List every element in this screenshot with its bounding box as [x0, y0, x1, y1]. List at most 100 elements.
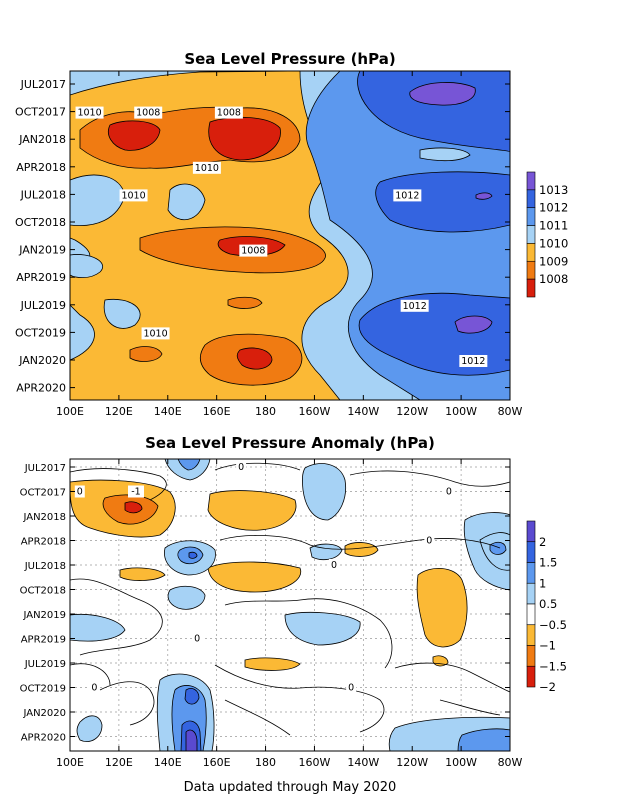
panel1-field — [70, 71, 510, 400]
y-tick-label: JUL2019 — [20, 299, 66, 312]
x-tick-label: 140W — [347, 756, 379, 769]
contour-label: 0 — [348, 683, 354, 694]
colorbar-swatch — [526, 603, 536, 626]
colorbar-swatch — [526, 171, 536, 191]
contour-label: 1010 — [143, 328, 167, 339]
y-tick-label: APR2020 — [16, 382, 66, 395]
x-tick-label: 140E — [154, 756, 182, 769]
contour-label: 1010 — [195, 163, 219, 174]
y-tick-label: JAN2018 — [22, 512, 66, 523]
panel2-field — [70, 459, 510, 751]
y-tick-label: OCT2018 — [20, 586, 66, 597]
colorbar-label: 1 — [539, 576, 546, 590]
panel1-contour-labels: 1010 1008 1008 1010 1010 1012 1008 1012 1010 1012 — [75, 106, 488, 367]
colorbar-label: 1008 — [539, 272, 568, 286]
colorbar-swatch — [526, 582, 536, 605]
colorbar-swatch — [526, 260, 536, 280]
x-tick-label: 160E — [203, 756, 231, 769]
y-tick-label: APR2020 — [21, 733, 66, 744]
contour-label: 1012 — [403, 301, 427, 312]
y-tick-label: JAN2018 — [18, 133, 66, 146]
y-tick-label: APR2018 — [16, 161, 66, 174]
x-tick-label: 80W — [498, 756, 523, 769]
colorbar-swatch — [526, 541, 536, 563]
contour-label-bg — [134, 106, 163, 119]
contour-label: 0 — [426, 536, 432, 547]
x-tick-label: 180 — [255, 405, 276, 418]
contour-label: 1010 — [77, 108, 101, 119]
contour-label-bg — [89, 681, 100, 694]
colorbar-swatch — [526, 225, 536, 244]
contour-label-bg — [346, 681, 357, 694]
panel2-y-ticks: JUL2017 OCT2017 JAN2018 APR2018 JUL2018 OCT20… — [20, 463, 510, 744]
contour-label: 1012 — [461, 356, 485, 367]
contour-label-bg — [119, 189, 148, 202]
contour-label-bg — [74, 485, 85, 498]
panel1-frame — [69, 70, 511, 401]
x-tick-label: 120W — [396, 756, 428, 769]
contour-label-bg — [459, 355, 488, 367]
contour-label: 0 — [194, 634, 200, 645]
colorbar-label: −1.5 — [539, 659, 567, 673]
contour-label: 1008 — [241, 246, 265, 257]
colorbar-label: 1.5 — [539, 556, 557, 570]
colorbar-swatch — [526, 189, 536, 209]
contour-label-bg — [214, 106, 243, 119]
contour-label-bg — [236, 461, 247, 473]
y-tick-label: JAN2019 — [22, 610, 66, 621]
contour-label: 1008 — [217, 108, 241, 119]
y-tick-label: OCT2017 — [20, 488, 66, 499]
x-tick-label: 100W — [445, 756, 477, 769]
panel1-colorbar: 1013 1012 1011 1010 1009 1008 — [526, 171, 568, 298]
x-tick-label: 100E — [56, 405, 84, 418]
x-tick-label: 160E — [203, 405, 231, 418]
colorbar-label: 1013 — [539, 183, 568, 197]
colorbar-label: 1009 — [539, 254, 568, 268]
colorbar-label: 2 — [539, 535, 546, 549]
panel2-colorbar: 2 1.5 1 0.5 −0.5 −1 −1.5 −2 — [526, 520, 567, 694]
colorbar-swatch — [526, 278, 536, 298]
y-tick-label: JUL2017 — [24, 463, 66, 474]
contour-label-bg — [329, 559, 339, 571]
x-tick-label: 180 — [255, 756, 276, 769]
y-tick-label: APR2019 — [21, 635, 66, 646]
x-tick-label: 160W — [299, 405, 331, 418]
colorbar-swatch — [526, 665, 536, 688]
x-tick-label: 120W — [396, 405, 428, 418]
colorbar-label: 0.5 — [539, 597, 557, 611]
x-tick-label: 140W — [347, 405, 379, 418]
x-tick-label: 160W — [299, 756, 331, 769]
panel2-title: Sea Level Pressure Anomaly (hPa) — [145, 434, 435, 452]
y-tick-label: APR2018 — [21, 537, 66, 548]
panel1-x-ticks: 100E 120E 140E 160E 180 160W 140W 120W 100W 80W — [56, 71, 523, 418]
contour-label: 0 — [238, 462, 244, 473]
contour-label: 0 — [446, 487, 452, 498]
x-tick-label: 120E — [105, 405, 133, 418]
panel1-title: Sea Level Pressure (hPa) — [184, 50, 395, 68]
footer-note: Data updated through May 2020 — [184, 780, 397, 795]
colorbar-swatch — [526, 520, 536, 543]
colorbar-label: 1012 — [539, 201, 568, 215]
contour-label-bg — [239, 244, 268, 257]
x-tick-label: 140E — [154, 405, 182, 418]
x-tick-label: 120E — [105, 756, 133, 769]
y-tick-label: JUL2018 — [20, 188, 66, 201]
colorbar-label: 1010 — [539, 236, 568, 250]
contour-label: 1012 — [395, 190, 419, 201]
contour-label-bg — [141, 327, 170, 340]
y-tick-label: JUL2019 — [24, 659, 66, 670]
contour-label-bg — [393, 189, 422, 202]
contour-label: -1 — [131, 487, 140, 498]
contour-label-bg — [424, 534, 435, 547]
contour-label-bg — [443, 485, 454, 498]
contour-label-bg — [128, 485, 144, 498]
y-tick-label: JAN2020 — [18, 354, 66, 367]
colorbar-swatch — [526, 243, 536, 262]
contour-label-bg — [192, 161, 221, 174]
panel2-x-ticks: 100E 120E 140E 160E 180 160W 140W 120W 100W 80W — [56, 459, 523, 769]
panel2-frame — [69, 458, 511, 752]
colorbar-swatch — [526, 624, 536, 646]
y-tick-label: APR2019 — [16, 271, 66, 284]
colorbar-label: −0.5 — [539, 618, 567, 632]
x-tick-label: 100W — [445, 405, 477, 418]
